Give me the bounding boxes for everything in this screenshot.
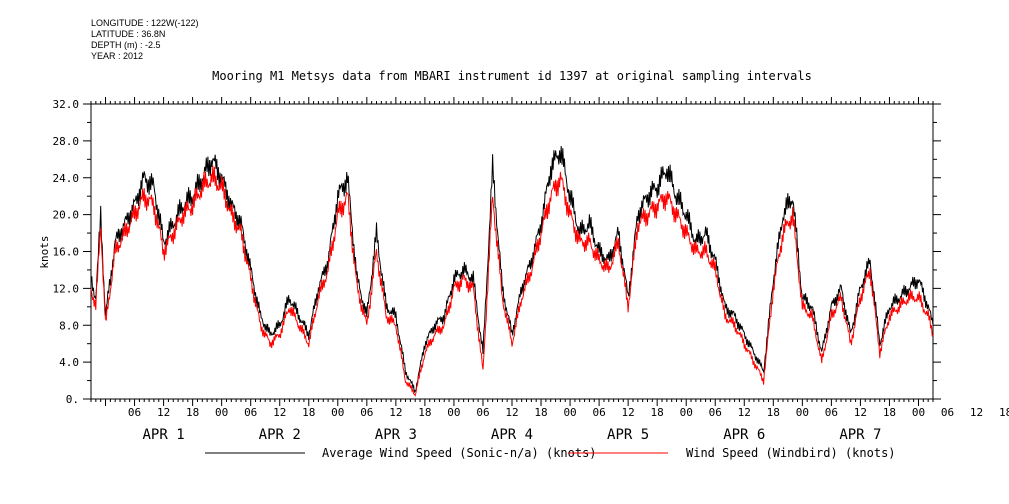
x-tick-label: 00 <box>912 406 925 419</box>
y-tick-label: 28.0 <box>53 135 80 148</box>
axes-frame: 0. 4.0 8.0 12.0 16.0 20.0 24.0 28.0 32.0 06 12 18 00… <box>53 97 1009 443</box>
x-tick-label: 12 <box>389 406 402 419</box>
x-tick-label: 18 <box>302 406 315 419</box>
x-tick-label: 12 <box>970 406 983 419</box>
x-tick-label: 00 <box>215 406 228 419</box>
x-tick-label: 18 <box>534 406 547 419</box>
x-tick-label: 06 <box>592 406 605 419</box>
day-label: APR 5 <box>607 427 649 443</box>
x-tick-label: 12 <box>157 406 170 419</box>
day-label: APR 7 <box>839 427 881 443</box>
latitude-label: LATITUDE : 36.8N <box>91 29 166 39</box>
y-tick-label: 16.0 <box>53 246 80 259</box>
day-label: APR 6 <box>723 427 765 443</box>
day-label: APR 2 <box>259 427 301 443</box>
x-tick-label: 18 <box>651 406 664 419</box>
series-layer <box>90 145 934 397</box>
year-label: YEAR : 2012 <box>91 51 144 61</box>
legend-label-0: Average Wind Speed (Sonic-n/a) (knots) <box>322 446 597 460</box>
x-tick-label: 00 <box>447 406 460 419</box>
x-tick-label: 00 <box>796 406 809 419</box>
x-tick-label: 18 <box>883 406 896 419</box>
y-tick-label: 0. <box>66 393 79 406</box>
x-tick-label: 06 <box>825 406 838 419</box>
x-tick-label: 00 <box>680 406 693 419</box>
series-line-0 <box>90 145 934 393</box>
day-label: APR 4 <box>491 427 533 443</box>
metadata-block: LONGITUDE : 122W(-122) LATITUDE : 36.8N … <box>91 18 199 62</box>
y-tick-label: 20.0 <box>53 209 80 222</box>
y-tick-label: 12.0 <box>53 282 80 295</box>
x-tick-label: 06 <box>128 406 141 419</box>
x-tick-label: 12 <box>738 406 751 419</box>
series-line-1 <box>90 165 934 397</box>
x-tick-label: 12 <box>505 406 518 419</box>
x-tick-label: 06 <box>476 406 489 419</box>
day-label: APR 1 <box>143 427 185 443</box>
x-tick-label: 18 <box>767 406 780 419</box>
plot-frame <box>90 103 934 400</box>
x-tick-label: 18 <box>186 406 199 419</box>
x-tick-label: 12 <box>854 406 867 419</box>
day-label: APR 3 <box>375 427 417 443</box>
x-tick-label: 18 <box>999 406 1009 419</box>
x-tick-label: 00 <box>331 406 344 419</box>
x-tick-label: 06 <box>941 406 954 419</box>
x-tick-label: 06 <box>709 406 722 419</box>
longitude-label: LONGITUDE : 122W(-122) <box>91 18 199 28</box>
y-tick-label: 32.0 <box>53 98 80 111</box>
y-tick-label: 24.0 <box>53 172 80 185</box>
legend-label-1: Wind Speed (Windbird) (knots) <box>686 446 896 460</box>
chart-title: Mooring M1 Metsys data from MBARI instru… <box>212 69 812 83</box>
x-tick-label: 12 <box>622 406 635 419</box>
x-tick-label: 06 <box>244 406 257 419</box>
legend: Average Wind Speed (Sonic-n/a) (knots) Wi… <box>205 446 896 460</box>
x-tick-label: 00 <box>563 406 576 419</box>
y-axis-label: knots <box>38 235 51 268</box>
y-tick-label: 8.0 <box>59 319 79 332</box>
y-tick-label: 4.0 <box>59 356 79 369</box>
x-tick-label: 06 <box>360 406 373 419</box>
depth-label: DEPTH (m) : -2.5 <box>91 40 161 50</box>
x-tick-label: 12 <box>273 406 286 419</box>
x-tick-label: 18 <box>418 406 431 419</box>
